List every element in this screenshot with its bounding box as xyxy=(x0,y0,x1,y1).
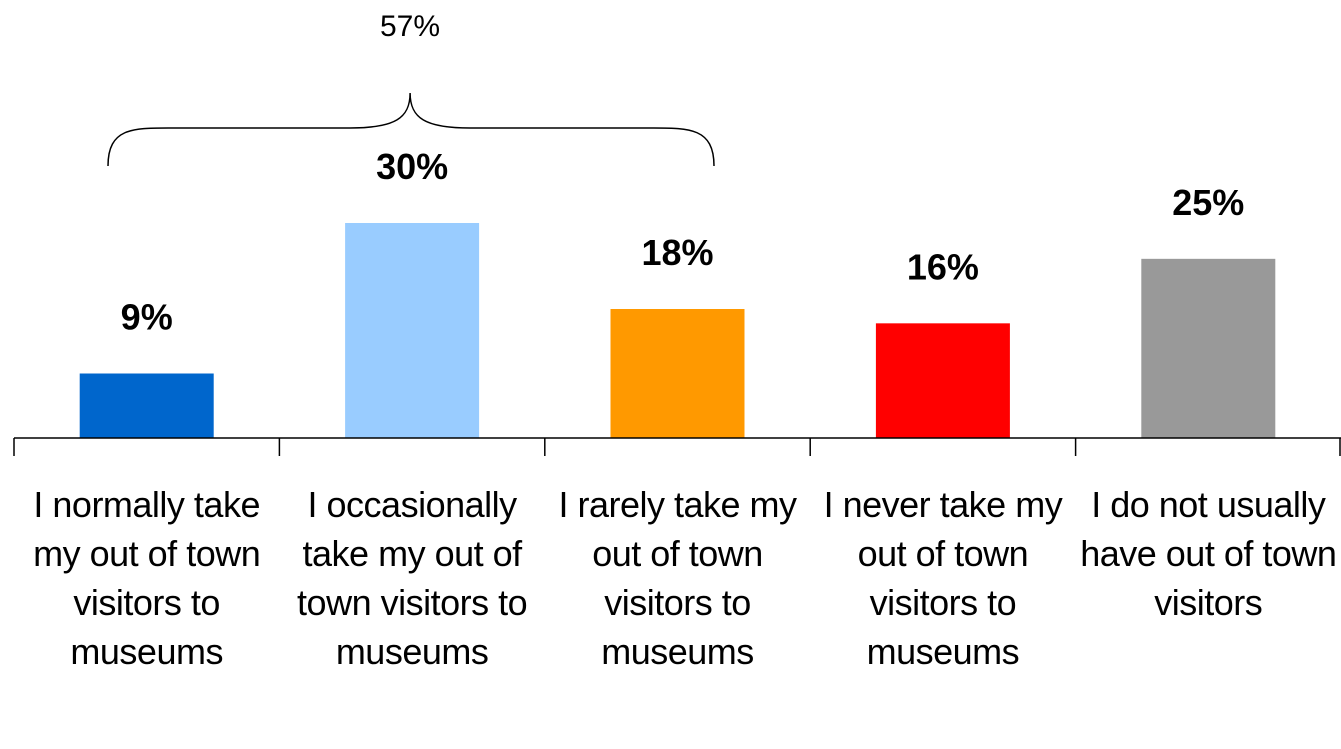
category-label-3: I rarely take my out of town visitors to… xyxy=(558,484,797,672)
category-label-1: I normally take my out of town visitors … xyxy=(33,484,261,672)
value-label-4: 16% xyxy=(907,246,979,287)
bar-4 xyxy=(875,323,1010,438)
value-label-1: 9% xyxy=(121,297,173,338)
bar-3 xyxy=(610,309,745,438)
value-label-3: 18% xyxy=(641,232,713,273)
bar-1 xyxy=(79,373,214,438)
bracket-annotation-label: 57% xyxy=(379,10,441,43)
bars-group xyxy=(79,223,1276,438)
bracket-annotation xyxy=(107,92,715,167)
x-axis xyxy=(13,437,1341,456)
category-label-5: I do not usually have out of town visito… xyxy=(1080,484,1337,623)
value-labels-group: 9% 30% 18% 16% 25% xyxy=(121,146,1245,338)
value-label-2: 30% xyxy=(376,146,448,187)
category-label-4: I never take my out of town visitors to … xyxy=(823,484,1063,672)
category-label-2: I occasionally take my out of town visit… xyxy=(297,484,528,672)
bar-2 xyxy=(345,223,480,438)
bar-5 xyxy=(1141,258,1276,438)
value-label-5: 25% xyxy=(1172,182,1244,223)
